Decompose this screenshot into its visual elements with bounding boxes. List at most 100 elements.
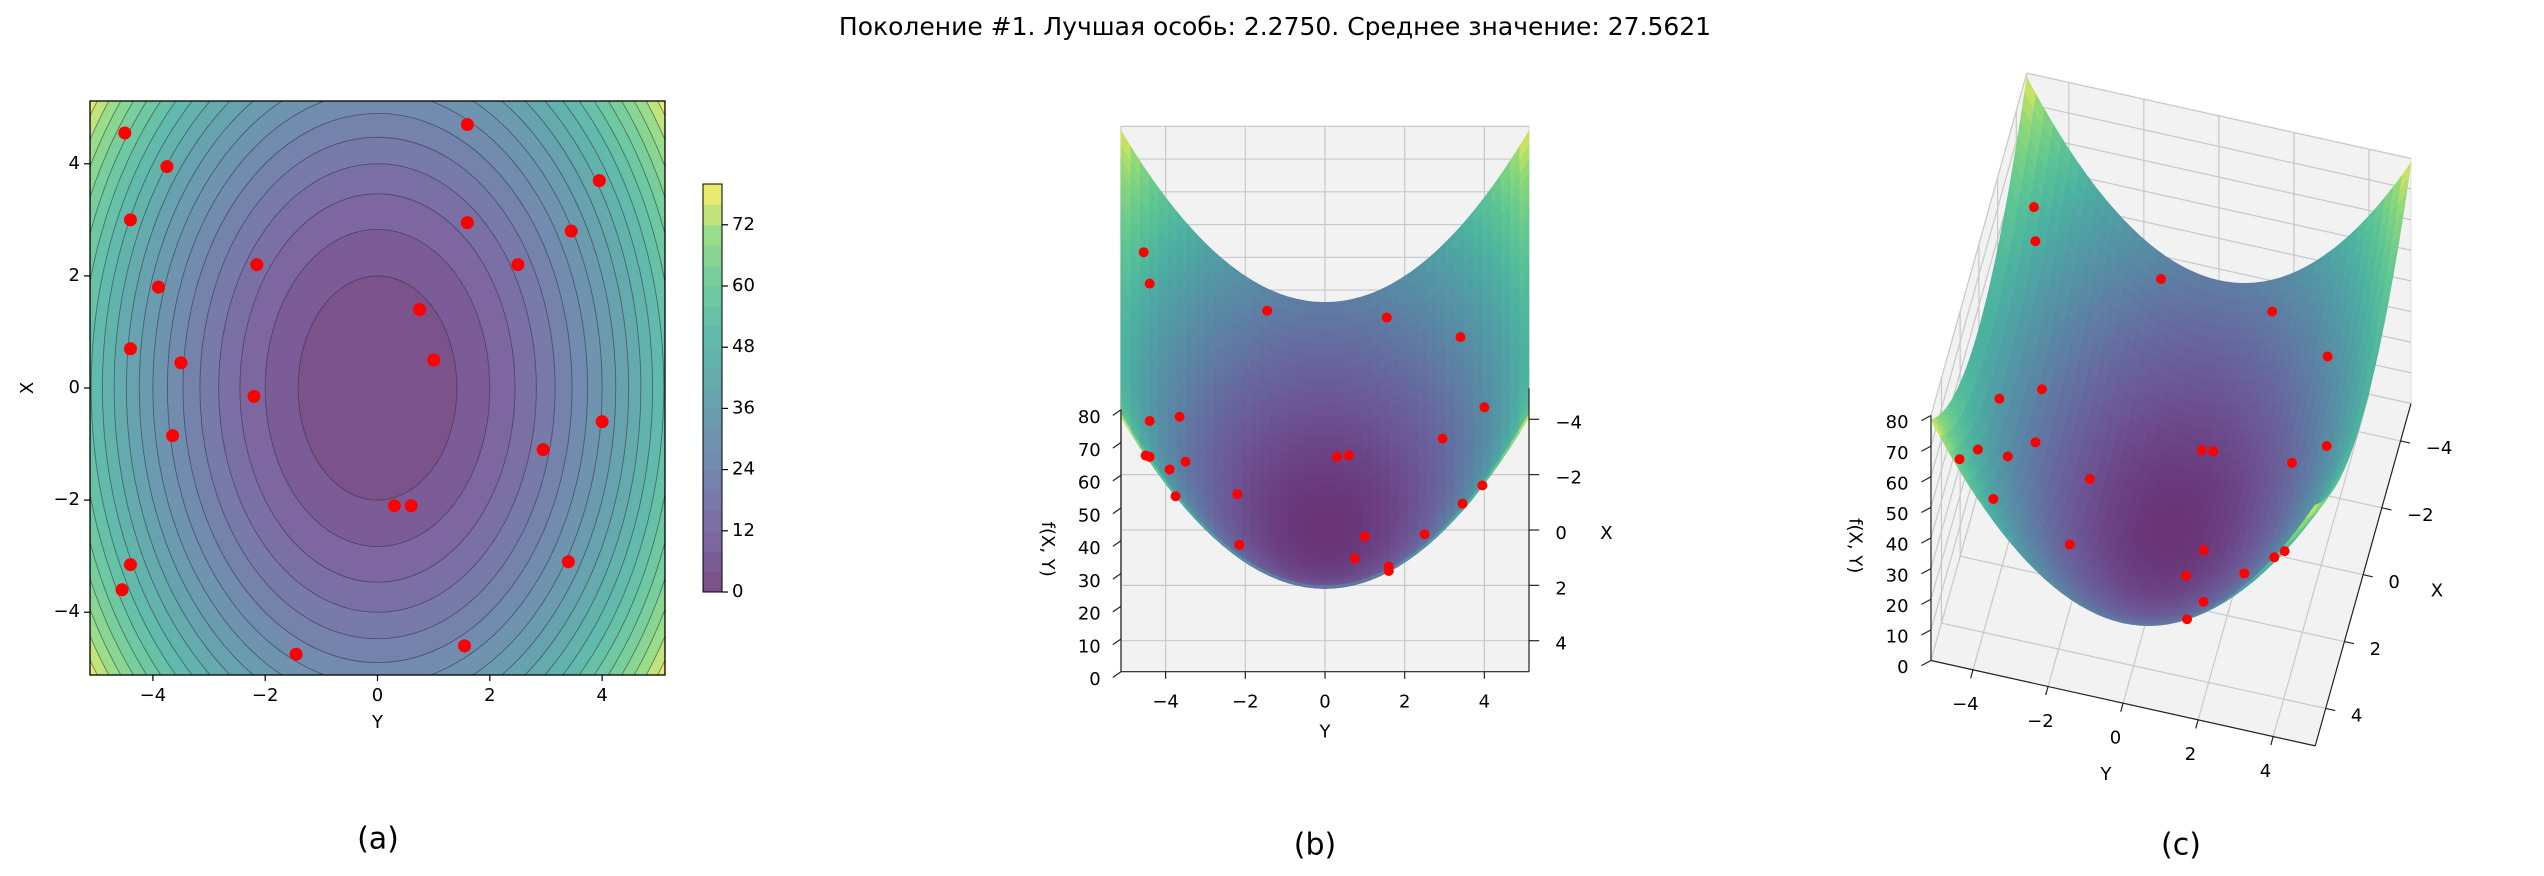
point <box>1988 493 1999 504</box>
tick <box>1921 506 1932 514</box>
tick <box>1921 598 1932 605</box>
surface-patch <box>1324 508 1335 517</box>
tick <box>1112 540 1122 547</box>
tick <box>1112 671 1122 678</box>
surface-patch <box>1306 314 1316 331</box>
x-tick-label: −2 <box>1232 691 1259 712</box>
y-tick-label: 0 <box>69 377 80 398</box>
point <box>1262 305 1273 316</box>
point <box>166 429 180 443</box>
point <box>1455 332 1466 343</box>
surface-patch <box>1352 296 1363 314</box>
point <box>1381 312 1392 323</box>
colorbar-band <box>703 449 722 471</box>
colorbar-band <box>703 408 722 430</box>
panel-label: (b) <box>1294 828 1336 863</box>
surface-patch <box>1343 423 1354 437</box>
point <box>1170 491 1181 502</box>
surface-patch <box>1315 535 1326 543</box>
y-tick-label: 2 <box>1555 578 1566 599</box>
x-tick-label: −2 <box>2027 711 2054 732</box>
surface-patch <box>1315 301 1326 317</box>
colorbar-band <box>703 286 722 307</box>
contour-line <box>264 229 491 547</box>
surface-patch <box>1315 541 1326 549</box>
z-tick-label: 60 <box>1078 473 1101 494</box>
surface-patch <box>1343 298 1354 316</box>
surface-patch <box>1296 340 1307 356</box>
panel-label: (c) <box>2161 828 2201 863</box>
contour-line <box>90 101 665 675</box>
x-tick-label: −4 <box>140 685 167 706</box>
x-tick-label: −4 <box>1952 694 1979 715</box>
surface-patch <box>1306 328 1316 344</box>
contour-band <box>298 275 457 501</box>
surface-patch <box>1324 561 1335 567</box>
surface-patch <box>1324 404 1335 417</box>
surface-patch <box>1296 423 1307 437</box>
x-tick-label: 2 <box>1399 691 1410 712</box>
surface-patch <box>1343 326 1354 343</box>
tick <box>2400 440 2411 444</box>
surface-patch <box>1315 492 1326 502</box>
tick <box>1921 568 1932 575</box>
surface-patch <box>1324 535 1335 543</box>
point <box>536 443 550 457</box>
point <box>564 224 578 238</box>
point <box>592 174 606 188</box>
surface-patch <box>1306 379 1316 394</box>
point <box>1359 531 1370 542</box>
surface-patch <box>1296 377 1307 393</box>
colorbar-band <box>703 184 722 205</box>
surface-patch <box>1120 129 1131 162</box>
contour-line <box>113 101 642 675</box>
x-axis-label: Y <box>2099 764 2112 785</box>
surface-patch <box>1343 312 1354 330</box>
point <box>115 583 129 597</box>
x-tick-label: 2 <box>484 685 495 706</box>
surface-patch <box>1343 340 1354 356</box>
y-tick-label: −4 <box>1555 412 1582 433</box>
point <box>123 213 137 227</box>
surface-patch <box>1334 465 1344 477</box>
grid-line <box>1941 622 2326 709</box>
colorbar-band <box>703 428 722 450</box>
point <box>2208 446 2219 457</box>
surface-patch <box>1315 500 1326 510</box>
point <box>427 353 441 367</box>
tick <box>1921 537 1932 544</box>
tick <box>1112 507 1122 515</box>
point <box>1383 561 1394 572</box>
surface-patch <box>1315 557 1326 563</box>
surface-patch <box>1306 414 1316 428</box>
colorbar <box>703 184 722 593</box>
colorbar-band <box>703 367 722 389</box>
point <box>1343 450 1354 461</box>
colorbar-band <box>703 510 722 532</box>
z-axis-label: f(X, Y) <box>1845 518 1866 573</box>
tick <box>1112 441 1122 449</box>
surface-patch <box>1324 329 1335 344</box>
contour-line <box>102 101 653 675</box>
surface-patch <box>1343 401 1354 416</box>
surface-patch <box>1306 491 1316 502</box>
surface-patch <box>1324 342 1335 357</box>
point <box>174 356 188 370</box>
surface-patch <box>1315 561 1326 567</box>
z-tick-label: 40 <box>1078 538 1101 559</box>
y-axis-label: X <box>1600 523 1612 544</box>
surface-patch <box>1343 389 1354 404</box>
surface-patch <box>1324 355 1335 370</box>
colorbar-band <box>703 551 722 573</box>
surface-patch <box>1334 354 1344 370</box>
point <box>2198 596 2209 607</box>
point <box>1138 247 1149 258</box>
tick <box>2270 736 2274 746</box>
point <box>2267 306 2278 317</box>
point <box>1972 444 1983 455</box>
surface-patch <box>1324 475 1335 486</box>
grid-line <box>2026 72 2412 160</box>
colorbar-tick-label: 60 <box>732 275 755 296</box>
x-tick-label: −2 <box>252 685 279 706</box>
surface-patch <box>1361 293 1372 312</box>
